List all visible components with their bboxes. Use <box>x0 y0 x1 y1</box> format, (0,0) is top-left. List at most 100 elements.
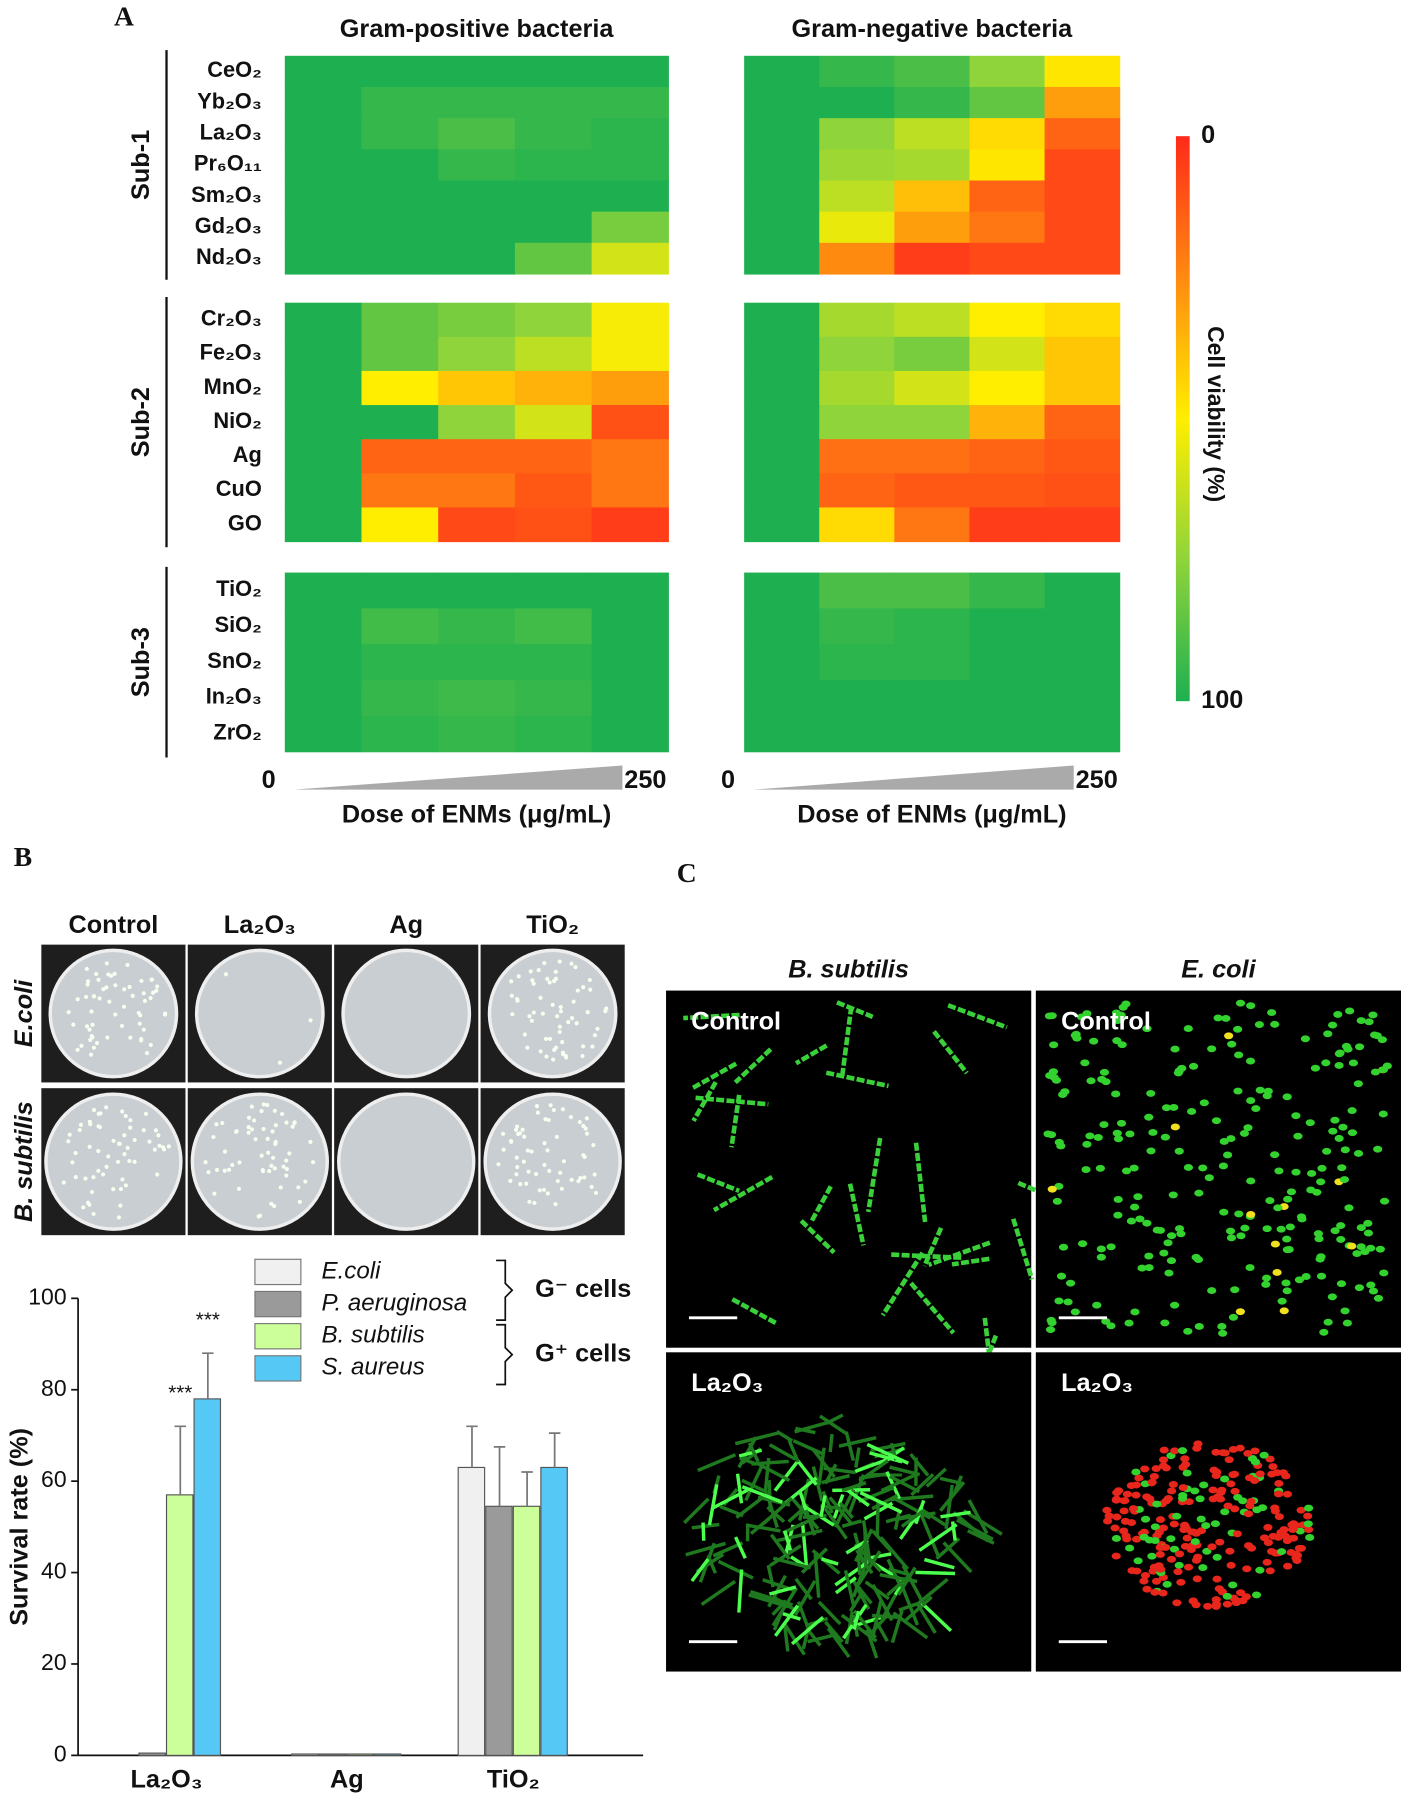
cell <box>690 1558 710 1583</box>
cell <box>892 1496 932 1520</box>
heatmap-cell <box>969 180 1046 213</box>
heatmap-cell <box>894 715 971 753</box>
cell <box>1065 1279 1076 1287</box>
colony <box>501 1147 506 1152</box>
colony <box>541 1187 547 1192</box>
row-label: CeO₂ <box>207 57 262 82</box>
colony <box>604 1006 609 1011</box>
heatmap-cell <box>744 473 820 509</box>
plate-column-label: Ag <box>389 911 423 939</box>
colony <box>154 988 159 993</box>
cell <box>1177 1447 1188 1455</box>
colony <box>222 1149 228 1154</box>
cell <box>734 1431 779 1446</box>
heatmap-cell <box>284 405 363 440</box>
colony <box>119 1023 125 1028</box>
cell <box>762 1496 793 1526</box>
cell <box>901 1564 927 1607</box>
cell <box>794 1043 828 1066</box>
colony <box>547 1036 553 1041</box>
heatmap-cell <box>361 55 439 88</box>
cell <box>1082 1140 1092 1148</box>
colony <box>71 1022 76 1027</box>
cell <box>772 1556 812 1570</box>
cell <box>1158 1589 1168 1597</box>
colony <box>214 1167 220 1172</box>
cell <box>685 1541 727 1557</box>
heatmap-cell <box>894 55 971 88</box>
group-label: Sub-1 <box>127 130 155 200</box>
colony <box>75 997 80 1002</box>
cell <box>1243 1510 1254 1518</box>
cell <box>1182 1469 1192 1477</box>
colony <box>88 1037 93 1043</box>
cell <box>1080 1059 1090 1067</box>
row-label: Sm₂O₃ <box>191 182 262 207</box>
cell <box>737 1569 744 1613</box>
colony <box>569 1177 574 1182</box>
heatmap-cell <box>361 572 439 609</box>
error-bar <box>493 1446 506 1507</box>
colony <box>290 1124 295 1129</box>
cell <box>1316 1178 1326 1186</box>
cell <box>691 1522 720 1530</box>
colony <box>536 968 541 973</box>
heatmap-cell <box>819 55 895 88</box>
heatmap-cell <box>969 370 1046 406</box>
cell <box>1168 1480 1178 1488</box>
cell <box>1224 1032 1234 1040</box>
dose-wedge <box>293 765 623 790</box>
colony <box>152 1147 157 1152</box>
heatmap-cell <box>969 211 1046 244</box>
cell <box>863 1527 868 1569</box>
heatmap-cell <box>1044 336 1121 372</box>
heatmap-cell <box>284 55 363 88</box>
cell <box>1198 1564 1208 1571</box>
heatmap-cell <box>1044 149 1121 182</box>
heatmap-cell <box>514 118 593 150</box>
cell <box>1356 1017 1366 1025</box>
colony <box>117 1141 122 1146</box>
cell <box>1178 1484 1188 1492</box>
colony <box>278 1185 283 1190</box>
cell <box>1102 1517 1113 1525</box>
heatmap-cell <box>284 149 363 182</box>
colony <box>139 1037 144 1042</box>
cell <box>857 1486 895 1504</box>
colony <box>573 965 578 970</box>
cell <box>1314 1235 1324 1243</box>
heatmap-cell <box>819 680 895 717</box>
heatmap-cell <box>1044 439 1121 474</box>
cell <box>799 1219 836 1255</box>
heatmap-cell <box>361 211 439 244</box>
cell <box>879 1536 910 1571</box>
heatmap-cell <box>744 507 820 543</box>
cell <box>1122 1535 1132 1543</box>
colony <box>272 1203 277 1209</box>
heatmap-cell <box>284 715 363 753</box>
cell <box>1170 1045 1180 1053</box>
cell <box>1201 1522 1211 1529</box>
cell <box>1254 1021 1264 1028</box>
cell <box>719 1504 744 1518</box>
heatmap-cell <box>969 55 1046 88</box>
cell <box>1288 1526 1298 1533</box>
cell <box>823 1507 848 1540</box>
cell <box>1152 1226 1162 1234</box>
row-label: Gd₂O₃ <box>195 213 262 238</box>
panel-label: A <box>114 0 134 31</box>
colony <box>540 1011 545 1016</box>
cell <box>1263 1087 1273 1095</box>
cell <box>859 1491 903 1514</box>
heatmap-cell <box>819 302 895 338</box>
cell <box>1218 1162 1228 1170</box>
colony <box>534 1171 539 1177</box>
cell <box>1186 1546 1196 1553</box>
cell <box>1238 1497 1248 1505</box>
colony <box>73 1150 78 1156</box>
cell <box>1056 1272 1067 1280</box>
colony <box>237 1160 242 1165</box>
heatmap-cell <box>1044 302 1121 338</box>
cell <box>1099 1121 1109 1129</box>
cell <box>751 1459 789 1466</box>
